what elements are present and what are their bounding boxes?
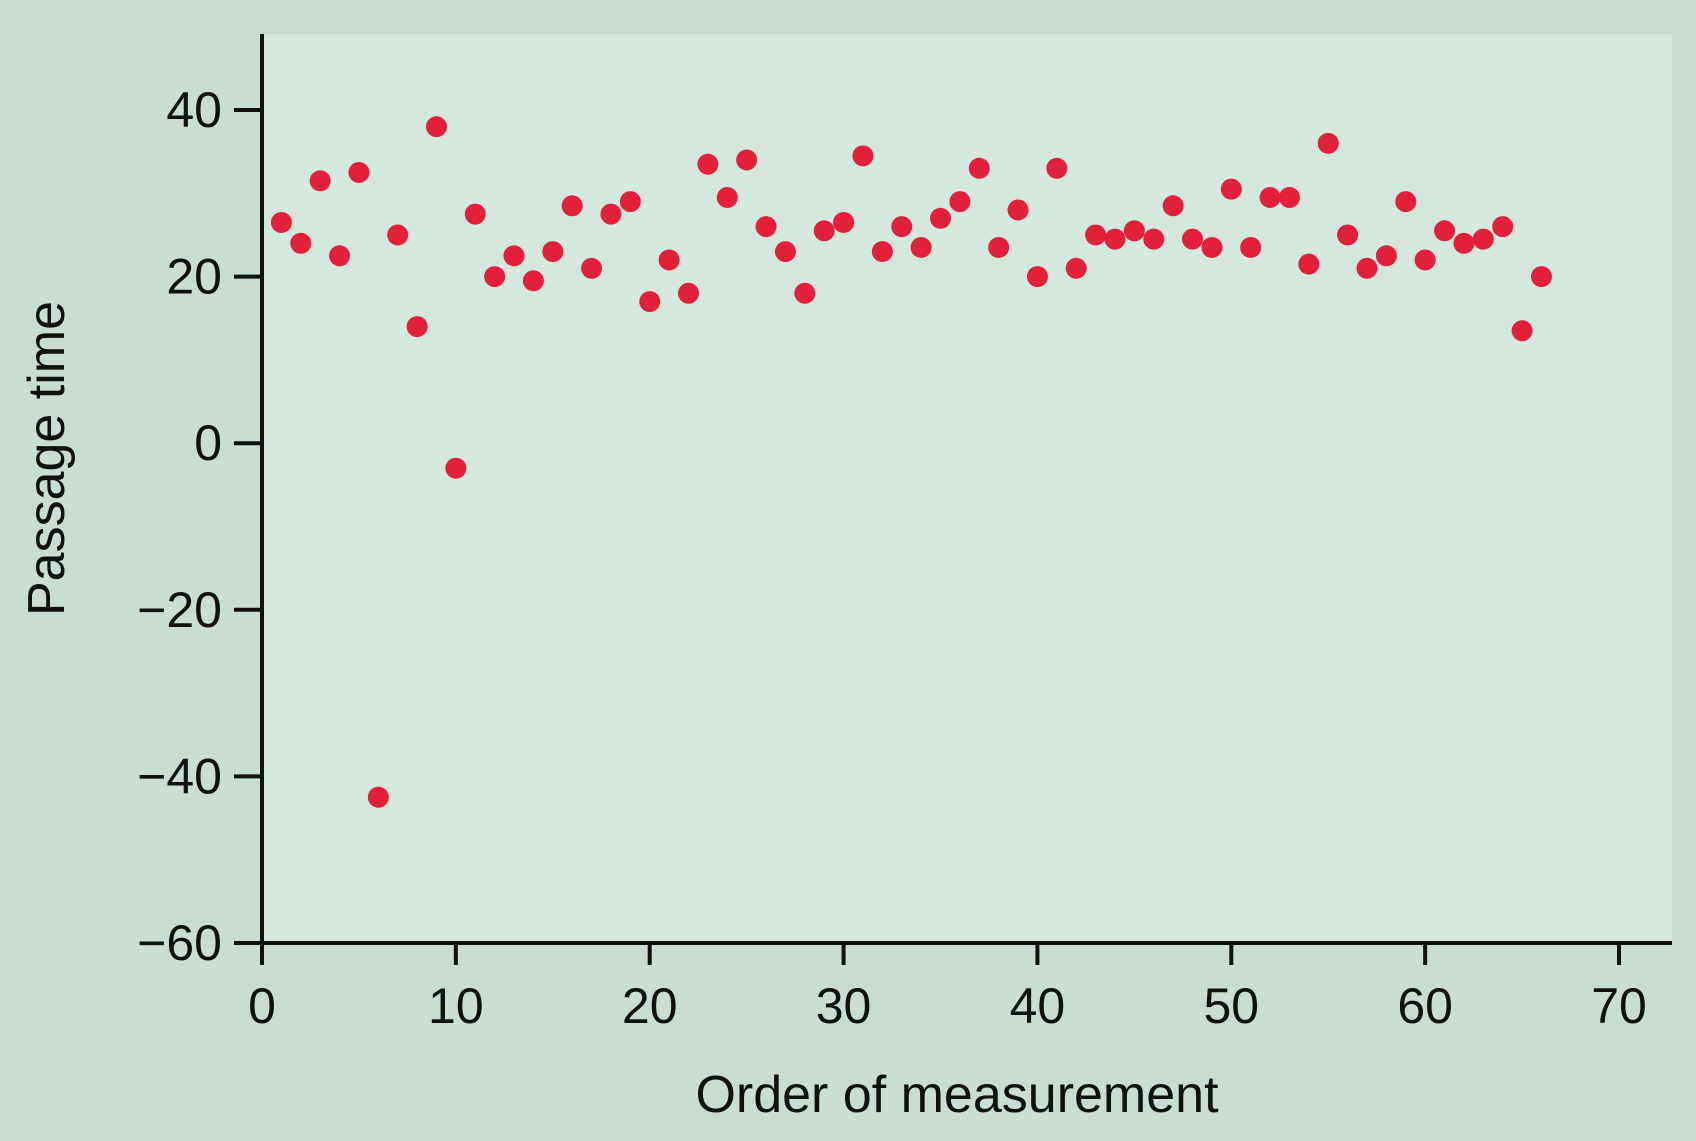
y-tick-label: 0 [194, 415, 222, 471]
data-point [930, 207, 951, 229]
data-point [600, 203, 622, 225]
data-point [1414, 249, 1436, 271]
data-point [1278, 186, 1300, 208]
data-point [1046, 157, 1068, 179]
data-point [988, 236, 1010, 258]
data-point [871, 241, 893, 263]
x-axis-title: Order of measurement [695, 1066, 1219, 1124]
data-point [852, 145, 874, 167]
data-point [1104, 228, 1126, 250]
data-point [891, 216, 913, 238]
data-point [522, 270, 544, 292]
data-point [736, 149, 758, 171]
data-point [367, 786, 389, 808]
data-point [581, 257, 603, 279]
data-point [1240, 236, 1262, 258]
data-point [1453, 232, 1475, 254]
data-point [1511, 320, 1533, 342]
data-point [1143, 228, 1165, 250]
y-tick-label: −40 [137, 748, 222, 804]
data-point [774, 241, 796, 263]
x-tick-label: 40 [1010, 978, 1066, 1034]
y-tick-label: 40 [166, 82, 222, 138]
data-point [968, 157, 990, 179]
data-point [1395, 191, 1417, 213]
data-point [309, 170, 331, 192]
y-tick-label: 20 [166, 249, 222, 305]
data-point [503, 245, 525, 267]
data-point [290, 232, 312, 254]
data-point [1317, 132, 1339, 154]
x-tick-label: 60 [1397, 978, 1453, 1034]
ticks: 0 10 20 30 40 50 60 70 40 20 0 −20 −40 −60 [137, 82, 1647, 1034]
data-point [639, 291, 661, 313]
data-point [1356, 257, 1378, 279]
data-point [1337, 224, 1359, 246]
data-point [619, 191, 641, 213]
data-point [484, 266, 506, 288]
data-point [658, 249, 680, 271]
x-tick-label: 10 [428, 978, 484, 1034]
data-point [1375, 245, 1397, 267]
data-point [425, 116, 447, 138]
data-point [833, 211, 855, 233]
data-point [1298, 253, 1320, 275]
axes [260, 34, 1672, 945]
data-points [270, 116, 1552, 808]
data-point [348, 161, 370, 183]
data-point [1220, 178, 1242, 200]
data-point [270, 211, 292, 233]
data-point [1259, 186, 1281, 208]
data-point [813, 220, 835, 242]
plot-area [262, 34, 1672, 943]
data-point [1434, 220, 1456, 242]
data-point [1007, 199, 1029, 221]
data-point [794, 282, 816, 304]
data-point [1085, 224, 1107, 246]
data-point [697, 153, 719, 175]
x-tick-label: 20 [622, 978, 678, 1034]
data-point [1065, 257, 1087, 279]
y-tick-label: −60 [137, 915, 222, 971]
data-point [1492, 216, 1514, 238]
x-tick-label: 30 [816, 978, 872, 1034]
data-point [1162, 195, 1184, 217]
data-point [1182, 228, 1204, 250]
data-point [716, 186, 738, 208]
x-tick-label: 0 [248, 978, 276, 1034]
data-point [542, 241, 564, 263]
y-axis-title: Passage time [18, 301, 76, 616]
data-point [1201, 236, 1223, 258]
data-point [677, 282, 699, 304]
data-point [464, 203, 486, 225]
x-tick-label: 50 [1203, 978, 1259, 1034]
data-point [1472, 228, 1494, 250]
x-tick-label: 70 [1591, 978, 1647, 1034]
data-point [1123, 220, 1145, 242]
data-point [949, 191, 971, 213]
data-point [1026, 266, 1048, 288]
data-point [1530, 266, 1552, 288]
data-point [445, 457, 467, 479]
data-point [910, 236, 932, 258]
data-point [329, 245, 351, 267]
y-tick-label: −20 [137, 582, 222, 638]
data-point [387, 224, 409, 246]
data-point [406, 316, 428, 338]
data-point [755, 216, 777, 238]
data-point [561, 195, 583, 217]
